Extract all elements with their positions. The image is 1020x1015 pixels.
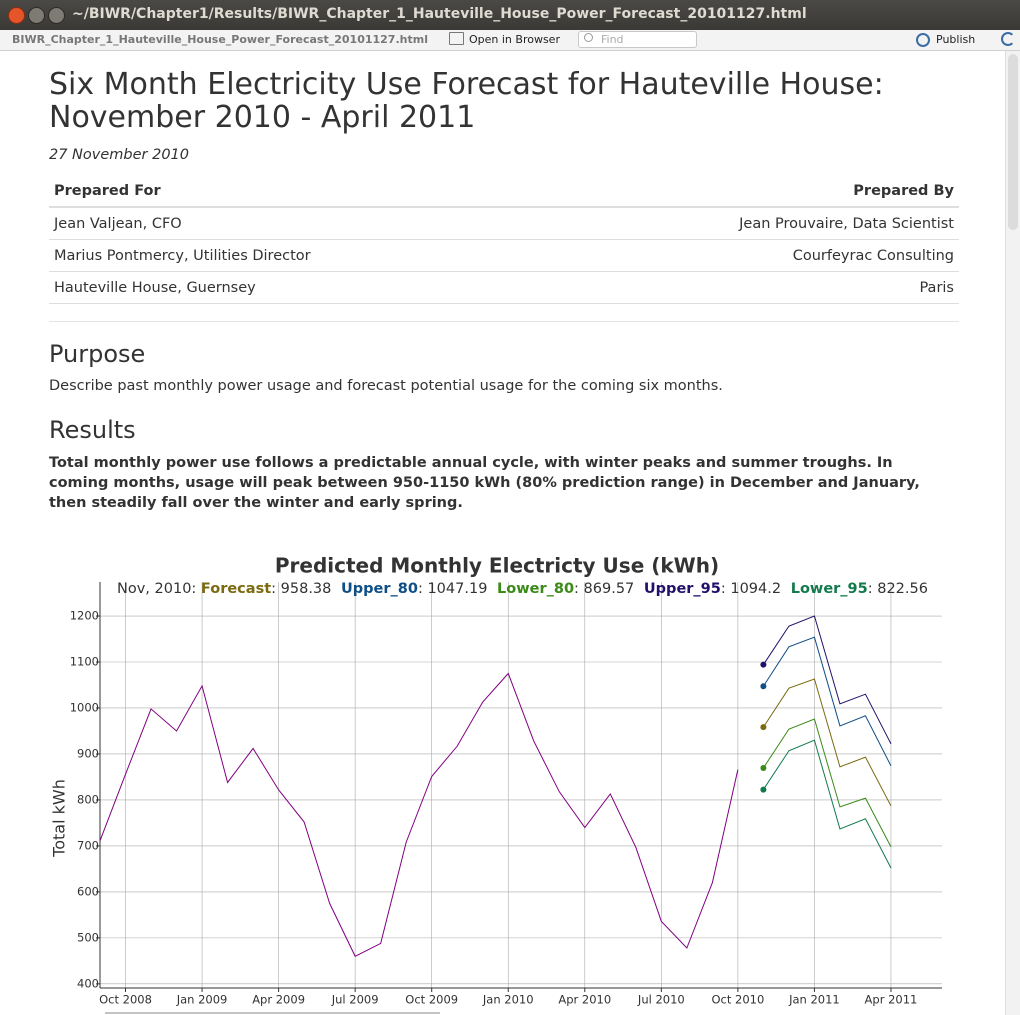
table-cell: Marius Pontmercy, Utilities Director (49, 239, 543, 272)
y-tick-label: 600 (77, 884, 99, 898)
publish-icon (916, 33, 930, 47)
highlight-point (760, 683, 767, 690)
close-button[interactable] (8, 7, 25, 24)
y-axis-label: Total kWh (50, 779, 69, 858)
table-header: Prepared For (49, 175, 543, 208)
legend-value: 1047.19 (427, 581, 488, 597)
table-row: Jean Valjean, CFO Jean Prouvaire, Data Sc… (49, 207, 959, 240)
y-tick-label: 1100 (70, 655, 99, 669)
x-tick-label: Apr 2009 (252, 993, 305, 1007)
x-tick-label: Jul 2009 (331, 993, 379, 1007)
minimize-button[interactable] (28, 7, 45, 24)
table-cell: Jean Valjean, CFO (49, 207, 543, 240)
y-tick-label: 1000 (70, 700, 99, 714)
legend-name: Upper_95 (644, 581, 730, 597)
series-line (762, 636, 892, 767)
find-placeholder: Find (601, 33, 624, 46)
viewer-toolbar: BIWR_Chapter_1_Hauteville_House_Power_Fo… (0, 30, 1020, 51)
series-line (762, 718, 892, 848)
x-tick-label: Oct 2009 (405, 993, 458, 1007)
highlight-point (760, 724, 767, 731)
chart: Predicted Monthly Electricty Use (kWh) T… (50, 554, 942, 1014)
prepared-table: Prepared For Prepared By Jean Valjean, CFO… (49, 175, 959, 304)
series-line (762, 615, 892, 745)
y-tick-label: 500 (77, 930, 99, 944)
document-title: Six Month Electricity Use Forecast for H… (49, 67, 884, 135)
x-tick-label: Apr 2011 (865, 993, 918, 1007)
series-line (99, 672, 739, 957)
open-in-browser[interactable]: Open in Browser (469, 33, 560, 46)
x-tick-label: Jul 2010 (637, 993, 685, 1007)
paragraph: Total monthly power use follows a predic… (49, 455, 920, 511)
table-header-row: Prepared For Prepared By (49, 175, 959, 208)
table-cell: Hauteville House, Guernsey (49, 271, 543, 304)
table-row: Hauteville House, Guernsey Paris (49, 271, 959, 304)
paragraph: Describe past monthly power usage and fo… (49, 378, 723, 394)
legend-name: Upper_80 (341, 581, 427, 597)
window-title-bar: ~/BIWR/Chapter1/Results/BIWR_Chapter_1_H… (0, 0, 1020, 30)
legend-value: 1094.2 (730, 581, 782, 597)
x-tick-label: Jan 2009 (176, 993, 228, 1007)
series-line (762, 678, 892, 807)
search-icon (584, 33, 593, 42)
divider (49, 321, 959, 322)
legend-value: 822.56 (877, 581, 928, 597)
legend-value: 958.38 (280, 581, 332, 597)
find-input[interactable]: Find (578, 31, 697, 48)
scrollbar[interactable] (1005, 51, 1020, 1015)
x-tick-label: Oct 2010 (711, 993, 764, 1007)
y-tick-label: 800 (77, 792, 99, 806)
highlight-point (760, 786, 767, 793)
legend-name: Lower_95 (791, 581, 878, 597)
legend-name: Lower_80 (497, 581, 584, 597)
legend-date: Nov, 2010: (117, 581, 197, 597)
open-icon (449, 32, 464, 45)
scrollbar-thumb[interactable] (1008, 54, 1018, 230)
legend-value: 869.57 (583, 581, 635, 597)
table-cell: Paris (542, 271, 959, 304)
chart-title: Predicted Monthly Electricty Use (kWh) (275, 554, 719, 578)
table-cell: Jean Prouvaire, Data Scientist (542, 207, 959, 240)
table-row: Marius Pontmercy, Utilities Director Cour… (49, 239, 959, 272)
y-tick-label: 700 (77, 838, 99, 852)
x-tick-label: Jan 2010 (482, 993, 534, 1007)
window-title: ~/BIWR/Chapter1/Results/BIWR_Chapter_1_H… (72, 6, 807, 22)
section-heading: Purpose (49, 340, 146, 368)
series-line (762, 739, 892, 869)
file-name: BIWR_Chapter_1_Hauteville_House_Power_Fo… (12, 33, 428, 46)
y-tick-label: 400 (77, 976, 99, 990)
x-tick-label: Jan 2011 (788, 993, 840, 1007)
highlight-point (760, 764, 767, 771)
legend: Nov, 2010: Forecast958.38 Upper_801047.1… (0, 581, 1020, 597)
table-header: Prepared By (542, 175, 959, 208)
highlight-point (760, 661, 767, 668)
y-tick-label: 900 (77, 746, 99, 760)
table-cell: Courfeyrac Consulting (542, 239, 959, 272)
x-tick-label: Apr 2010 (558, 993, 611, 1007)
maximize-button[interactable] (48, 7, 65, 24)
y-tick-label: 1200 (70, 609, 99, 623)
refresh-button[interactable] (1001, 32, 1015, 46)
legend-name: Forecast (201, 581, 281, 597)
document-date: 27 November 2010 (49, 147, 190, 163)
x-tick-label: Oct 2008 (99, 993, 152, 1007)
section-heading: Results (49, 416, 136, 444)
publish-button[interactable]: Publish (936, 33, 976, 46)
